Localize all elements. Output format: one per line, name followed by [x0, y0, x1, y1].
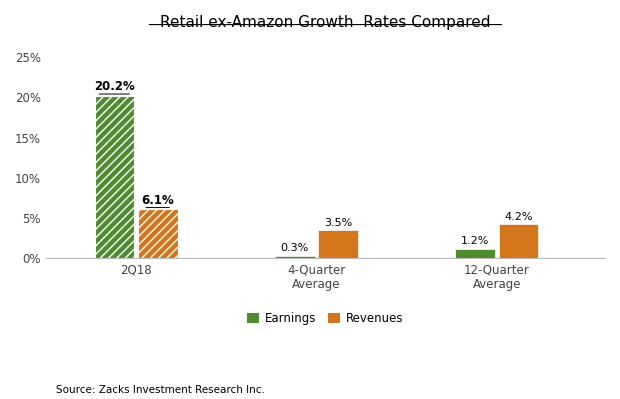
Bar [455, 249, 495, 258]
Bar [95, 96, 135, 258]
Bar [275, 256, 314, 258]
Text: 1.2%: 1.2% [461, 236, 489, 246]
Text: 4.2%: 4.2% [504, 212, 533, 222]
Text: Source: Zacks Investment Research Inc.: Source: Zacks Investment Research Inc. [56, 385, 265, 395]
Text: 0.3%: 0.3% [281, 243, 309, 253]
Text: 3.5%: 3.5% [324, 218, 352, 228]
Text: 6.1%: 6.1% [141, 194, 174, 207]
Bar [498, 225, 538, 258]
Title: Retail ex-Amazon Growth  Rates Compared: Retail ex-Amazon Growth Rates Compared [160, 15, 490, 30]
Bar [138, 209, 177, 258]
Bar [318, 230, 358, 258]
Text: 20.2%: 20.2% [94, 80, 135, 93]
Legend: Earnings, Revenues: Earnings, Revenues [242, 308, 408, 330]
